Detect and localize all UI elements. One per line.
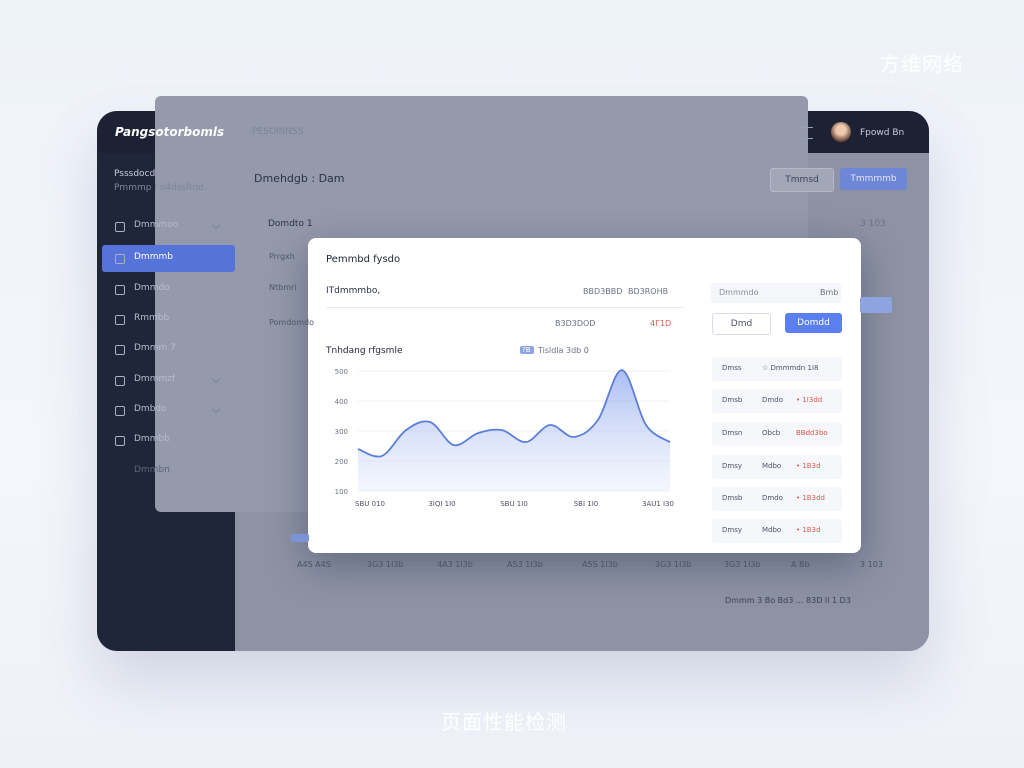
menu-icon — [801, 127, 813, 139]
nav-item[interactable]: Dmmbb — [134, 434, 170, 444]
legend-text: Tisldla 3db 0 — [538, 346, 589, 355]
column-label: 3G3 1I3b — [367, 560, 404, 569]
row-status: • 1B3d — [796, 526, 821, 534]
select[interactable]: Dmmmdo — [711, 283, 841, 303]
row-label: Dmsn — [722, 429, 743, 437]
column-label: A4S A4S — [297, 560, 331, 569]
modal-title: Pemmbd fysdo — [326, 254, 401, 265]
row-label: Dmsb — [722, 494, 743, 502]
primary-button[interactable]: Domdd — [785, 313, 842, 333]
row-label: Dmsy — [722, 462, 742, 470]
chart-title: Tnhdang rfgsmle — [326, 346, 403, 356]
column-label: 3 103 — [860, 560, 883, 569]
watermark: 方维网络 — [880, 52, 964, 76]
panel-right: 3 103 — [860, 219, 886, 229]
legend-swatch — [520, 346, 534, 354]
row-label: Dmss — [722, 364, 742, 372]
user-name[interactable]: Fpowd Bn — [860, 128, 905, 138]
row-label: Pomdomdo — [269, 318, 314, 327]
table-row — [712, 455, 842, 479]
nav-icon — [115, 345, 125, 355]
caption: 页面性能检测 — [441, 710, 567, 734]
row-value: ☆ Dmmmdn 1I8 — [762, 364, 819, 372]
row-label: Dmsb — [722, 396, 743, 404]
nav-icon — [115, 315, 125, 325]
primary-button[interactable]: Tmmmmb — [840, 168, 907, 190]
pagination: Dmmm 3 Bo Bd3 ... 83D Il 1 D3 — [725, 596, 851, 605]
brand: Pangsotorbomls — [115, 125, 225, 139]
column-label: 4A3 1I3b — [437, 560, 473, 569]
column-label: 3G3 1I3b — [724, 560, 761, 569]
panel-title: Domdto 1 — [268, 219, 313, 229]
nav-icon — [115, 222, 125, 232]
avatar — [831, 122, 851, 142]
sub-value: B3D3DOD — [555, 319, 596, 328]
row-value: Obcb — [762, 429, 781, 437]
table-row — [712, 487, 842, 511]
nav-icon — [115, 285, 125, 295]
row-value: Mdbo — [762, 462, 782, 470]
nav-item[interactable]: Dmmm 7 — [134, 343, 176, 353]
row-status: • 1I3dd — [796, 396, 823, 404]
row-status: • 1B3dd — [796, 494, 825, 502]
row-value: Dmdo — [762, 494, 783, 502]
row-status: • 1B3d — [796, 462, 821, 470]
close-icon — [834, 256, 842, 264]
column-label: A5S 1I3b — [582, 560, 618, 569]
nav-item[interactable]: Dmmbn — [134, 465, 170, 475]
nav-item[interactable]: Dmmmoo — [134, 220, 179, 230]
nav-item[interactable]: Dmmmzf — [134, 374, 176, 384]
alert-value: 4Г1D — [650, 319, 672, 328]
nav-item[interactable]: Rmmbb — [134, 313, 170, 323]
table-row — [712, 389, 842, 413]
page-title: Dmehdgb : Dam — [254, 172, 345, 185]
divider — [326, 307, 684, 308]
legend-label: ?B — [522, 346, 531, 354]
table-row — [712, 519, 842, 543]
nav-item[interactable]: Dmmmb — [134, 252, 173, 262]
column-label: 3G3 1I3b — [655, 560, 692, 569]
row-label: Prrgxh — [269, 252, 295, 261]
summary-label: ITdmmmbo, — [326, 286, 381, 296]
table-row — [712, 357, 842, 381]
bg-highlight — [860, 297, 892, 313]
summary-value: BBD3BBD — [583, 287, 623, 296]
secondary-button[interactable]: Tmmsd — [770, 168, 834, 192]
bg-bar — [291, 534, 309, 542]
nav-icon — [115, 406, 125, 416]
row-value: Mdbo — [762, 526, 782, 534]
nav-item[interactable]: Dmmdo — [134, 283, 170, 293]
sidebar-subheader: Pmmmp I o4dssRnd — [114, 183, 204, 193]
secondary-button[interactable]: Dmd — [712, 313, 771, 335]
select-value: Bmb — [820, 288, 839, 297]
row-status: BBdd3bo — [796, 429, 828, 437]
row-label: Dmsy — [722, 526, 742, 534]
column-label: A Bb — [791, 560, 810, 569]
column-label: A53 1I3b — [507, 560, 543, 569]
summary-value: BD3ROHB — [628, 287, 669, 296]
table-row — [712, 422, 842, 446]
top-tab: PESOINNSS — [252, 127, 304, 137]
row-label: Ntbmri — [269, 283, 297, 292]
nav-icon — [115, 254, 125, 264]
sidebar-header: Psssdocd — [114, 169, 156, 179]
nav-icon — [115, 376, 125, 386]
nav-icon — [115, 436, 125, 446]
nav-item[interactable]: Dmbdo — [134, 404, 167, 414]
row-value: Dmdo — [762, 396, 783, 404]
